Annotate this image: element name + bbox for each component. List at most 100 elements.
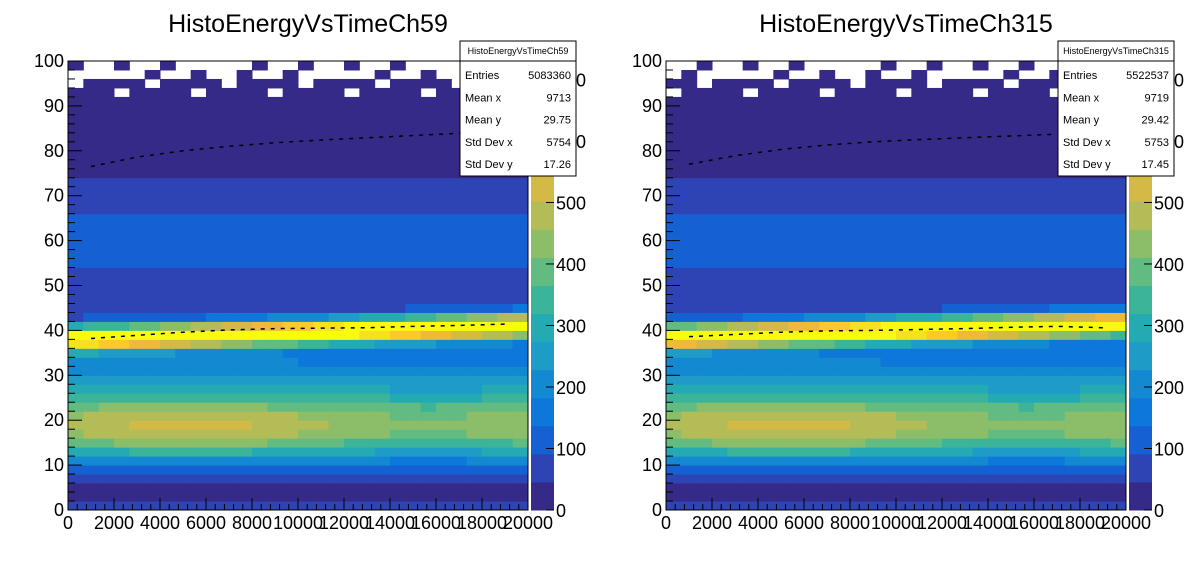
heatmap-cell	[1034, 186, 1050, 197]
heatmap-cell	[666, 141, 682, 152]
heatmap-cell	[374, 393, 391, 403]
heatmap-cell	[942, 393, 958, 403]
heatmap-cell	[129, 420, 146, 430]
heatmap-cell	[68, 312, 84, 322]
heatmap-cell	[68, 384, 84, 394]
heatmap-cell	[282, 402, 299, 412]
heatmap-cell	[696, 321, 713, 331]
heatmap-cell	[236, 330, 253, 340]
heatmap-cell	[405, 339, 422, 349]
heatmap-cell	[267, 222, 284, 233]
heatmap-cell	[850, 411, 866, 421]
heatmap-cell	[865, 78, 882, 89]
heatmap-cell	[942, 339, 958, 349]
stats-value: 9713	[547, 92, 571, 104]
heatmap-cell	[1034, 357, 1050, 367]
heatmap-cell	[344, 474, 360, 484]
heatmap-cell	[758, 87, 774, 98]
heatmap-cell	[727, 96, 744, 107]
heatmap-cell	[834, 402, 851, 412]
heatmap-cell	[175, 420, 192, 430]
heatmap-cell	[328, 186, 345, 197]
heatmap-cell	[742, 204, 759, 215]
heatmap-cell	[175, 123, 192, 134]
heatmap-cell	[175, 204, 192, 215]
heatmap-cell	[773, 276, 790, 286]
heatmap-cell	[942, 348, 958, 358]
heatmap-cell	[129, 447, 146, 457]
heatmap-cell	[1049, 249, 1066, 260]
heatmap-cell	[160, 222, 176, 233]
heatmap-cell	[896, 384, 912, 394]
heatmap-cell	[466, 375, 483, 385]
heatmap-cell	[374, 483, 391, 493]
heatmap-cell	[129, 78, 146, 89]
heatmap-cell	[267, 465, 284, 475]
heatmap-cell	[773, 213, 790, 224]
heatmap-cell	[68, 330, 84, 340]
heatmap-cell	[390, 492, 406, 502]
heatmap-cell	[328, 240, 345, 251]
heatmap-cell	[236, 438, 253, 448]
heatmap-cell	[742, 492, 759, 502]
heatmap-cell	[267, 501, 284, 511]
heatmap-cell	[788, 186, 805, 197]
heatmap-cell	[236, 456, 253, 466]
heatmap-cell	[896, 411, 912, 421]
heatmap-cell	[451, 294, 468, 304]
heatmap-cell	[788, 348, 805, 358]
heatmap-cell	[926, 285, 943, 295]
heatmap-cell	[68, 258, 84, 269]
heatmap-cell	[1018, 150, 1035, 161]
heatmap-cell	[129, 429, 146, 439]
heatmap-cell	[773, 420, 790, 430]
heatmap-cell	[1049, 186, 1066, 197]
heatmap-cell	[374, 105, 391, 116]
heatmap-cell	[420, 69, 437, 80]
heatmap-cell	[144, 330, 161, 340]
heatmap-cell	[865, 312, 882, 322]
heatmap-cell	[374, 438, 391, 448]
heatmap-cell	[1095, 222, 1112, 233]
heatmap-cell	[98, 339, 115, 349]
heatmap-cell	[942, 420, 958, 430]
heatmap-cell	[1034, 447, 1050, 457]
heatmap-cell	[896, 249, 912, 260]
heatmap-cell	[236, 105, 253, 116]
heatmap-cell	[727, 123, 744, 134]
heatmap-cell	[1049, 357, 1066, 367]
color-scale-band	[531, 341, 554, 371]
heatmap-cell	[1064, 330, 1081, 340]
heatmap-cell	[359, 474, 376, 484]
heatmap-cell	[374, 168, 391, 179]
heatmap-cell	[988, 393, 1004, 403]
heatmap-cell	[313, 348, 330, 358]
heatmap-cell	[727, 402, 744, 412]
heatmap-cell	[896, 330, 912, 340]
heatmap-cell	[1003, 348, 1020, 358]
heatmap-cell	[942, 195, 958, 206]
heatmap-cell	[344, 240, 360, 251]
heatmap-cell	[129, 204, 146, 215]
heatmap-cell	[911, 87, 928, 98]
heatmap-cell	[68, 195, 84, 206]
x-tick-label: 12000	[319, 513, 369, 533]
heatmap-cell	[788, 141, 805, 152]
heatmap-cell	[190, 492, 207, 502]
heatmap-cell	[221, 465, 238, 475]
heatmap-cell	[926, 348, 943, 358]
heatmap-cell	[834, 213, 851, 224]
heatmap-cell	[129, 330, 146, 340]
heatmap-cell	[819, 474, 836, 484]
heatmap-cell	[236, 267, 253, 278]
heatmap-cell	[666, 420, 682, 430]
heatmap-cell	[267, 366, 284, 376]
heatmap-cell	[696, 366, 713, 376]
heatmap-cell	[359, 357, 376, 367]
heatmap-cell	[788, 294, 805, 304]
heatmap-cell	[788, 150, 805, 161]
heatmap-cell	[1034, 204, 1050, 215]
heatmap-cell	[880, 249, 897, 260]
heatmap-cell	[206, 465, 222, 475]
heatmap-cell	[374, 69, 391, 80]
